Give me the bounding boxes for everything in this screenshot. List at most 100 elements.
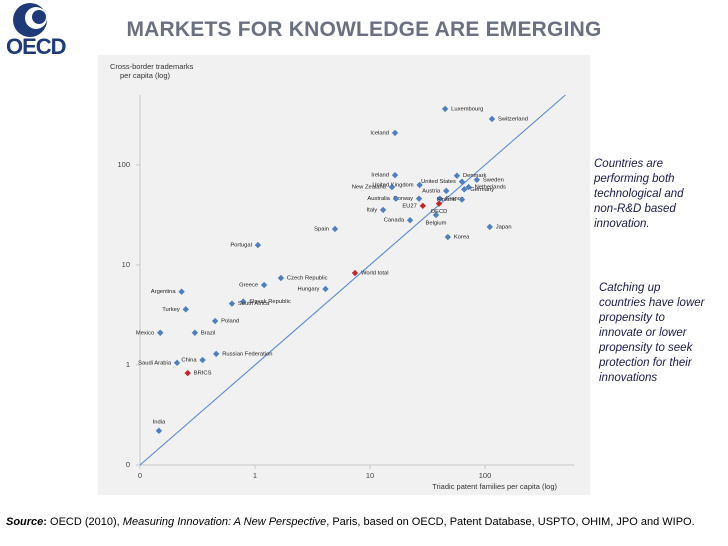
point-label: Luxembourg [451,106,483,112]
point-label: Sweden [483,177,504,183]
point [392,195,400,202]
point-label: France [446,196,464,202]
point [260,281,268,289]
point [178,288,185,295]
point-label: Slovak Republic [249,299,291,305]
point [277,274,285,282]
point [155,427,163,434]
point-label: Hungary [298,287,320,293]
point [379,206,387,214]
logo-circle [32,10,46,24]
annotation: Countries are performing both technologi… [594,158,684,230]
point [441,105,449,113]
point-label: Canada [384,218,405,224]
point [228,300,236,307]
point [465,183,472,191]
point [443,187,450,195]
point-label: Spain [314,226,329,232]
x-tick-label: 1 [253,471,257,480]
point [488,115,496,123]
source-colon: : [43,516,47,528]
point [331,225,339,233]
point-label: Finland [437,197,456,203]
point [182,306,189,313]
point [173,359,181,367]
point-label: BRICS [194,371,212,377]
point [254,241,262,249]
point-label: Denmark [463,173,487,179]
source-text: , Paris, based on OECD, Patent Database,… [326,516,695,528]
point [211,317,219,325]
point [458,178,466,185]
point [391,171,399,179]
point [415,195,423,202]
point-label: Russian Federation [222,351,272,357]
point-label: Poland [221,319,239,325]
point [458,196,466,203]
point-label: World total [361,271,389,277]
point [351,269,359,277]
point-label: Argentina [151,289,177,295]
point [436,195,444,202]
point [486,223,493,231]
x-tick-label: 100 [479,471,492,480]
point [432,211,440,219]
point-label: Italy [366,207,377,213]
point [461,186,468,193]
source: Source: OECD (2010), Measuring Innovatio… [6,516,695,528]
chart-title: MARKETS FOR KNOWLEDGE ARE EMERGING [126,18,602,41]
point-label: Germany [470,187,494,193]
y-tick-label: 1 [126,360,130,369]
point [435,200,443,207]
x-tick-label: 0 [138,471,142,480]
y-axis-label: per capita (log) [120,71,171,80]
source-label: Source [6,516,44,528]
point-label: Turkey [162,307,180,313]
chart-background [98,55,590,495]
logo: OECD [6,34,67,59]
point [444,233,452,241]
point [157,329,164,336]
point [416,181,423,189]
reference-line [139,94,566,466]
point [453,172,461,179]
x-tick-label: 10 [366,471,374,480]
point [240,298,247,305]
point-label: Japan [496,224,512,230]
point-label: New Zealand [352,185,386,191]
source-text: OECD (2010), [50,516,120,528]
point-label: Saudi Arabia [138,360,172,366]
point-label: Portugal [230,243,252,249]
point-label: EU27 [402,203,417,209]
point-label: Australia [367,196,390,202]
point-label: Belgium [426,220,447,226]
point-label: Mexico [136,330,154,336]
point [322,285,329,293]
point-label: OECD [431,209,448,215]
point-label: Czech Republic [287,276,328,282]
point-label: Netherlands [475,185,506,191]
y-tick-label: 0 [126,460,130,469]
y-tick-label: 100 [117,160,130,169]
point-label: United States [421,179,456,185]
point-label: Iceland [370,130,389,136]
point-label: Greece [239,283,258,289]
point [199,356,206,364]
point [191,329,199,336]
point [388,183,396,191]
point-label: China [181,358,197,364]
point-label: Ireland [371,173,389,179]
point [391,129,399,137]
point-label: Norway [393,196,413,202]
source-work: Measuring Innovation: A New Perspective [122,516,327,528]
x-axis-label: Triadic patent families per capita (log) [432,482,557,491]
point [473,176,481,183]
point-label: South Africa [238,301,270,307]
point [406,217,414,224]
point [213,350,220,358]
point-label: Switzerland [498,116,528,122]
point [184,369,191,377]
point-label: Austria [422,188,441,194]
